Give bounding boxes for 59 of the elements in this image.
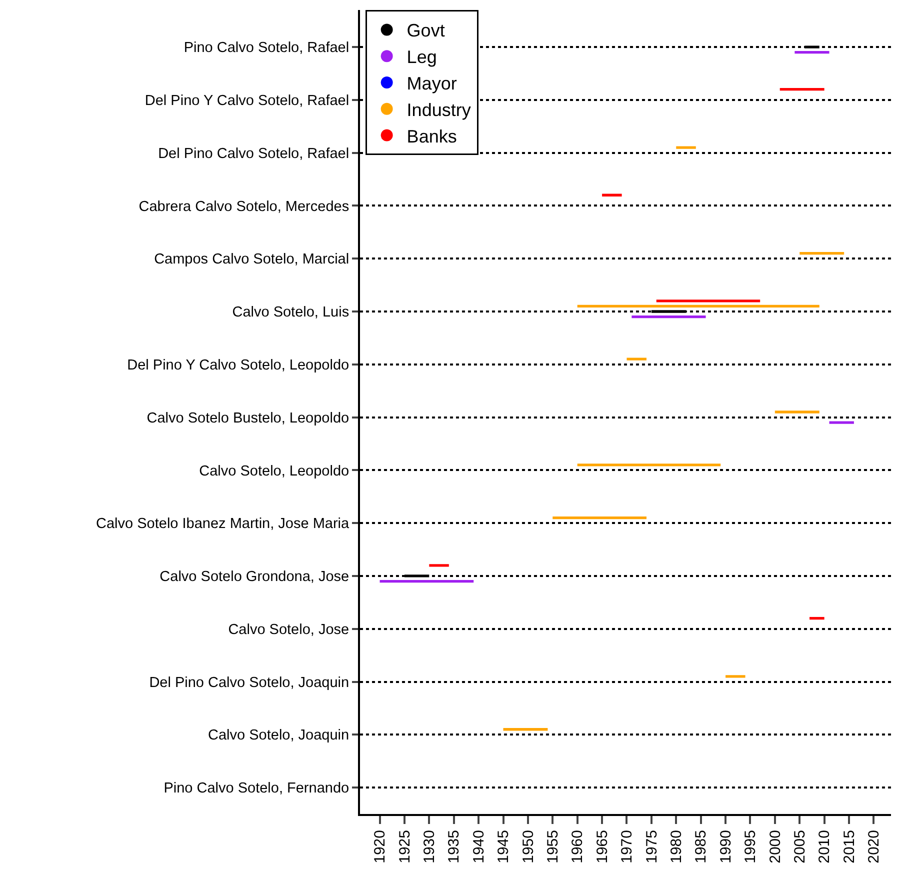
x-tick-label: 1945 — [495, 830, 512, 864]
x-tick-label: 2020 — [866, 830, 883, 864]
bar — [780, 88, 824, 91]
y-tick-label: Del Pino Y Calvo Sotelo, Leopoldo — [127, 357, 350, 374]
y-tick-label: Pino Calvo Sotelo, Rafael — [184, 40, 350, 56]
bar — [810, 616, 824, 620]
y-tick-label: Calvo Sotelo Ibanez Martin, Jose Maria — [96, 516, 350, 532]
x-tick-label: 1950 — [520, 830, 537, 864]
bar — [380, 580, 474, 583]
x-tick-label: 1925 — [396, 830, 414, 864]
y-tick-label: Campos Calvo Sotelo, Marcial — [154, 252, 350, 268]
x-tick-label: 1985 — [692, 830, 710, 864]
legend-label: Govt — [406, 20, 445, 41]
bar — [577, 464, 721, 466]
y-tick-label: Calvo Sotelo, Leopoldo — [199, 463, 350, 480]
y-tick-label: Del Pino Calvo Sotelo, Joaquin — [149, 674, 350, 691]
bar — [429, 564, 449, 567]
x-tick-label: 1965 — [594, 830, 611, 864]
bar — [602, 194, 622, 196]
bar — [656, 300, 760, 302]
x-tick-label: 1980 — [668, 830, 686, 864]
y-tick-label: Pino Calvo Sotelo, Fernando — [164, 780, 350, 797]
x-tick-label: 2000 — [766, 830, 784, 864]
x-tick-label: 1990 — [717, 830, 734, 864]
x-tick-label: 1955 — [544, 830, 562, 864]
x-tick-label: 1975 — [643, 830, 660, 864]
x-tick-label: 1930 — [421, 830, 438, 864]
x-tick-label: 1960 — [569, 830, 586, 864]
legend-label: Banks — [406, 126, 457, 146]
y-tick-label: Cabrera Calvo Sotelo, Mercedes — [138, 198, 350, 215]
bar — [626, 358, 646, 360]
bar — [577, 304, 820, 308]
x-tick-label: 1940 — [470, 830, 488, 864]
x-tick-label: 2005 — [791, 830, 808, 864]
x-tick-label: 1970 — [618, 830, 636, 864]
y-tick-label: Calvo Sotelo, Luis — [232, 304, 350, 321]
bar — [552, 516, 646, 520]
y-tick-label: Del Pino Calvo Sotelo, Rafael — [158, 146, 350, 162]
y-tick-label: Calvo Sotelo Bustelo, Leopoldo — [146, 410, 350, 426]
y-tick-label: Calvo Sotelo, Joaquin — [208, 728, 350, 744]
bar — [800, 252, 844, 255]
x-tick-label: 2010 — [816, 830, 834, 864]
legend-label: Leg — [406, 47, 437, 68]
legend-label: Mayor — [406, 74, 457, 94]
x-tick-label: 2015 — [840, 830, 858, 864]
bar — [632, 315, 706, 318]
y-tick-label: Calvo Sotelo, Jose — [228, 622, 350, 638]
y-tick-label: Del Pino Y Calvo Sotelo, Rafael — [144, 92, 350, 109]
legend-label: Industry — [406, 100, 471, 120]
x-tick-label: 1920 — [372, 830, 389, 864]
bar — [794, 50, 830, 54]
bar — [503, 728, 548, 731]
x-tick-label: 1935 — [446, 830, 463, 864]
bar — [726, 675, 746, 678]
x-tick-label: 1995 — [742, 830, 760, 864]
y-tick-label: Calvo Sotelo Grondona, Jose — [160, 569, 350, 586]
bar — [829, 421, 854, 424]
bar — [676, 146, 696, 149]
bar — [774, 410, 820, 414]
